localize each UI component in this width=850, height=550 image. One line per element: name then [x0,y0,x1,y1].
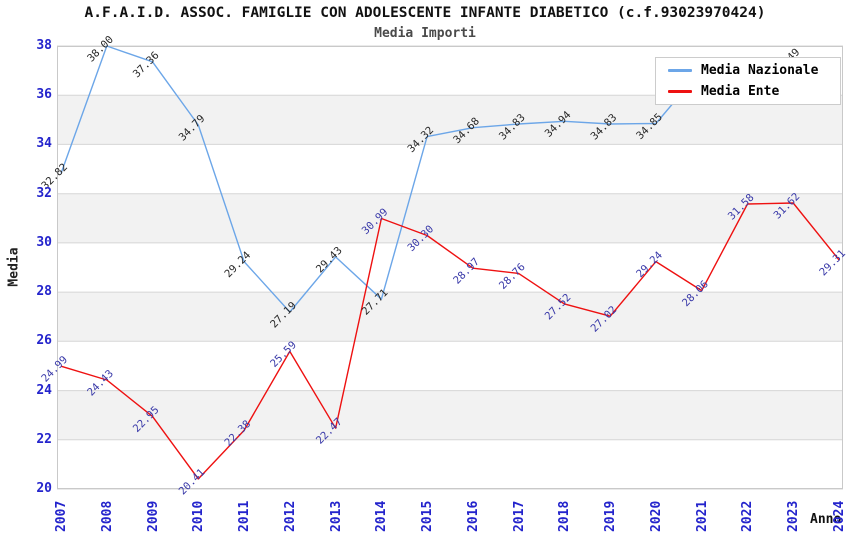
x-tick-label: 2020 [648,500,664,532]
chart-subtitle: Media Importi [374,26,476,41]
y-tick-label: 30 [36,234,52,250]
y-tick-label: 28 [36,284,52,300]
data-label-media-ente: 25.59 [268,339,299,370]
x-tick-label: 2010 [191,500,207,532]
y-tick-label: 32 [36,185,52,201]
y-tick-label: 34 [36,136,52,152]
x-tick-label: 2021 [694,500,710,532]
legend-label: Media Nazionale [701,63,819,79]
plot-border [57,46,843,489]
series-line-media-ente [60,202,840,480]
chart-title: A.F.A.I.D. ASSOC. FAMIGLIE CON ADOLESCEN… [84,5,766,21]
x-tick-label: 2009 [145,500,161,532]
data-label-media-nazionale: 29.43 [314,245,345,276]
data-label-media-nazionale: 29.24 [222,249,253,280]
x-tick-label: 2023 [786,500,802,532]
x-tick-label: 2017 [511,500,527,532]
legend-label: Media Ente [701,83,780,99]
y-tick-label: 36 [36,87,52,103]
y-tick-label: 22 [36,431,52,447]
y-tick-label: 38 [36,38,52,53]
x-tick-label: 2011 [237,500,253,532]
plot-area: 32.82 38.00 37.36 34.79 29.24 27.19 29.4… [39,34,848,498]
x-tick-label: 2018 [557,500,573,532]
y-axis-label: Media [6,247,22,287]
x-tick-label: 2007 [54,500,69,532]
line-swatch-icon [668,89,692,93]
background-band [57,390,843,440]
x-tick-label: 2008 [99,500,115,532]
x-tick-label: 2016 [465,500,481,532]
data-label-media-ente: 24.99 [39,354,70,385]
legend-item-media-nazionale: Media Nazionale [668,63,840,78]
x-tick-label: 2024 [832,500,847,532]
y-tick-label: 26 [36,333,52,349]
line-swatch-icon [668,69,692,73]
line-chart-canvas: 32.82 38.00 37.36 34.79 29.24 27.19 29.4… [39,34,848,498]
y-tick-label: 24 [36,382,52,398]
background-band [57,292,843,342]
x-tick-label: 2013 [328,500,344,532]
x-tick-label: 2019 [603,500,619,532]
y-tick-label: 20 [36,481,52,496]
x-tick-label: 2014 [374,500,390,532]
background-band [57,193,843,243]
data-label-media-ente: 28.97 [451,256,482,287]
legend: Media Nazionale Media Ente [655,57,841,105]
x-tick-label: 2012 [282,500,298,532]
x-tick-label: 2022 [740,500,756,532]
legend-item-media-ente: Media Ente [668,84,840,99]
x-tick-label: 2015 [420,500,436,532]
data-label-media-nazionale: 37.36 [131,49,162,80]
x-axis-label: Anno [810,512,842,527]
